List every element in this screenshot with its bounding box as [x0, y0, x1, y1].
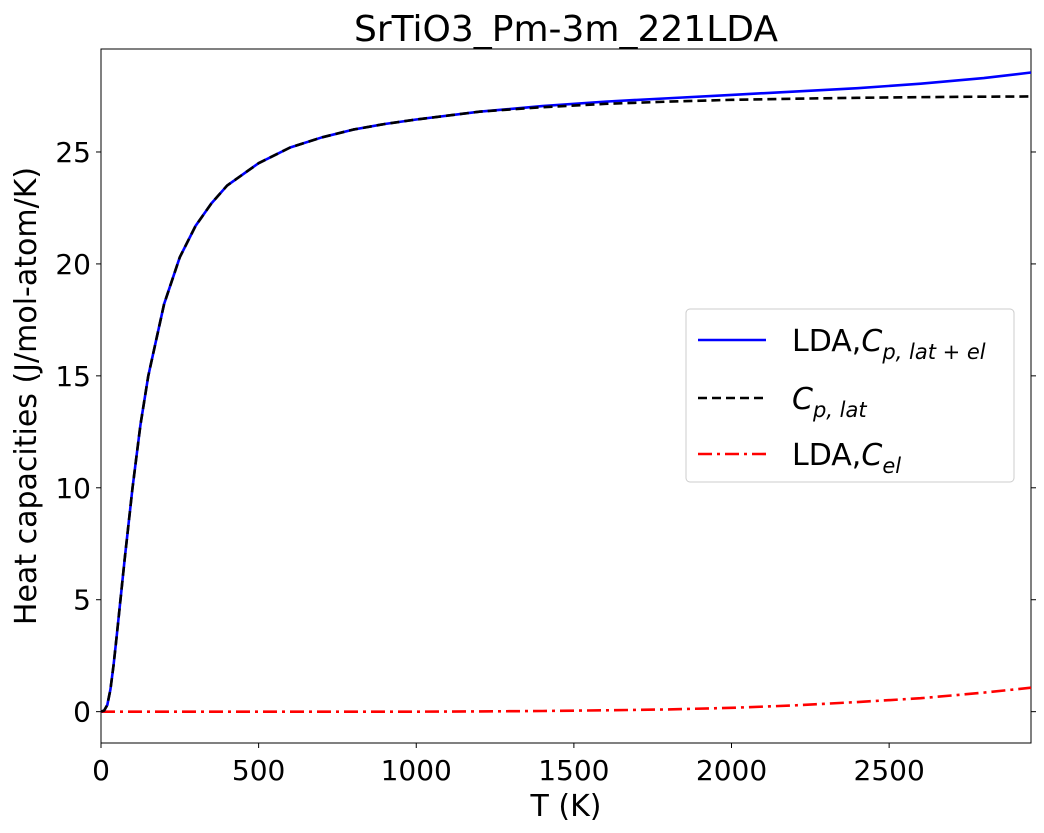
y-tick-label: 5 — [73, 584, 91, 617]
y-tick-label: 0 — [73, 696, 91, 729]
series-line-1 — [100, 95, 1032, 713]
y-axis-title: Heat capacities (J/mol-atom/K) — [9, 167, 44, 625]
legend-label-1: Cp, lat — [792, 382, 867, 422]
legend-label-2: LDA,Cel — [792, 438, 901, 478]
x-tick-label: 0 — [92, 754, 110, 787]
legend: LDA,Cp, lat + el Cp, lat LDA,Cel — [685, 308, 1015, 483]
plot-area-frame — [100, 48, 1032, 744]
chart-title: SrTiO3_Pm-3m_221LDA — [354, 9, 778, 50]
y-tick-label: 25 — [55, 136, 91, 169]
y-tick-label: 10 — [55, 472, 91, 505]
x-tick-label: 1500 — [538, 754, 609, 787]
x-axis: 0 500 1000 1500 2000 2500 — [92, 743, 925, 787]
y-tick-label: 20 — [55, 248, 91, 281]
x-tick-label: 2500 — [854, 754, 925, 787]
x-tick-label: 500 — [232, 754, 285, 787]
y-axis: 0 5 10 15 20 25 — [55, 136, 1036, 729]
y-tick-label: 15 — [55, 360, 91, 393]
x-axis-title: T (K) — [530, 789, 602, 824]
legend-box — [685, 308, 1015, 483]
series-line-2 — [101, 686, 1032, 713]
x-tick-label: 2000 — [696, 754, 767, 787]
x-tick-label: 1000 — [381, 754, 452, 787]
series-layer — [100, 71, 1032, 713]
legend-label-0: LDA,Cp, lat + el — [792, 324, 986, 364]
